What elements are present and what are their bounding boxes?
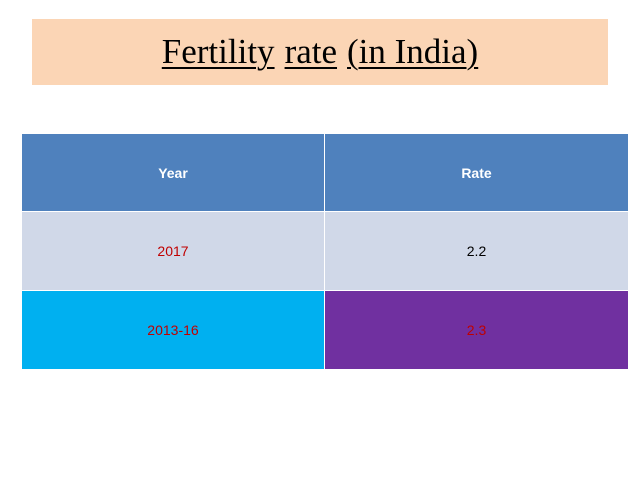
header-rate: Rate <box>324 133 629 212</box>
fertility-rate-table: Year Rate 2017 2.2 2013-16 2.3 <box>21 133 629 370</box>
table-row: 2013-16 2.3 <box>21 290 629 370</box>
cell-year: 2017 <box>21 211 325 291</box>
table-header-row: Year Rate <box>21 133 629 212</box>
title-word-fertility: Fertility <box>161 32 275 71</box>
cell-rate: 2.2 <box>324 211 629 291</box>
slide-title: Fertility rate (in India) <box>162 32 478 72</box>
title-banner: Fertility rate (in India) <box>32 19 608 85</box>
header-year: Year <box>21 133 325 212</box>
title-word-rate: rate <box>284 32 338 71</box>
title-word-in-india: (in India) <box>347 32 479 71</box>
table-row: 2017 2.2 <box>21 211 629 291</box>
cell-year: 2013-16 <box>21 290 325 370</box>
cell-rate: 2.3 <box>324 290 629 370</box>
